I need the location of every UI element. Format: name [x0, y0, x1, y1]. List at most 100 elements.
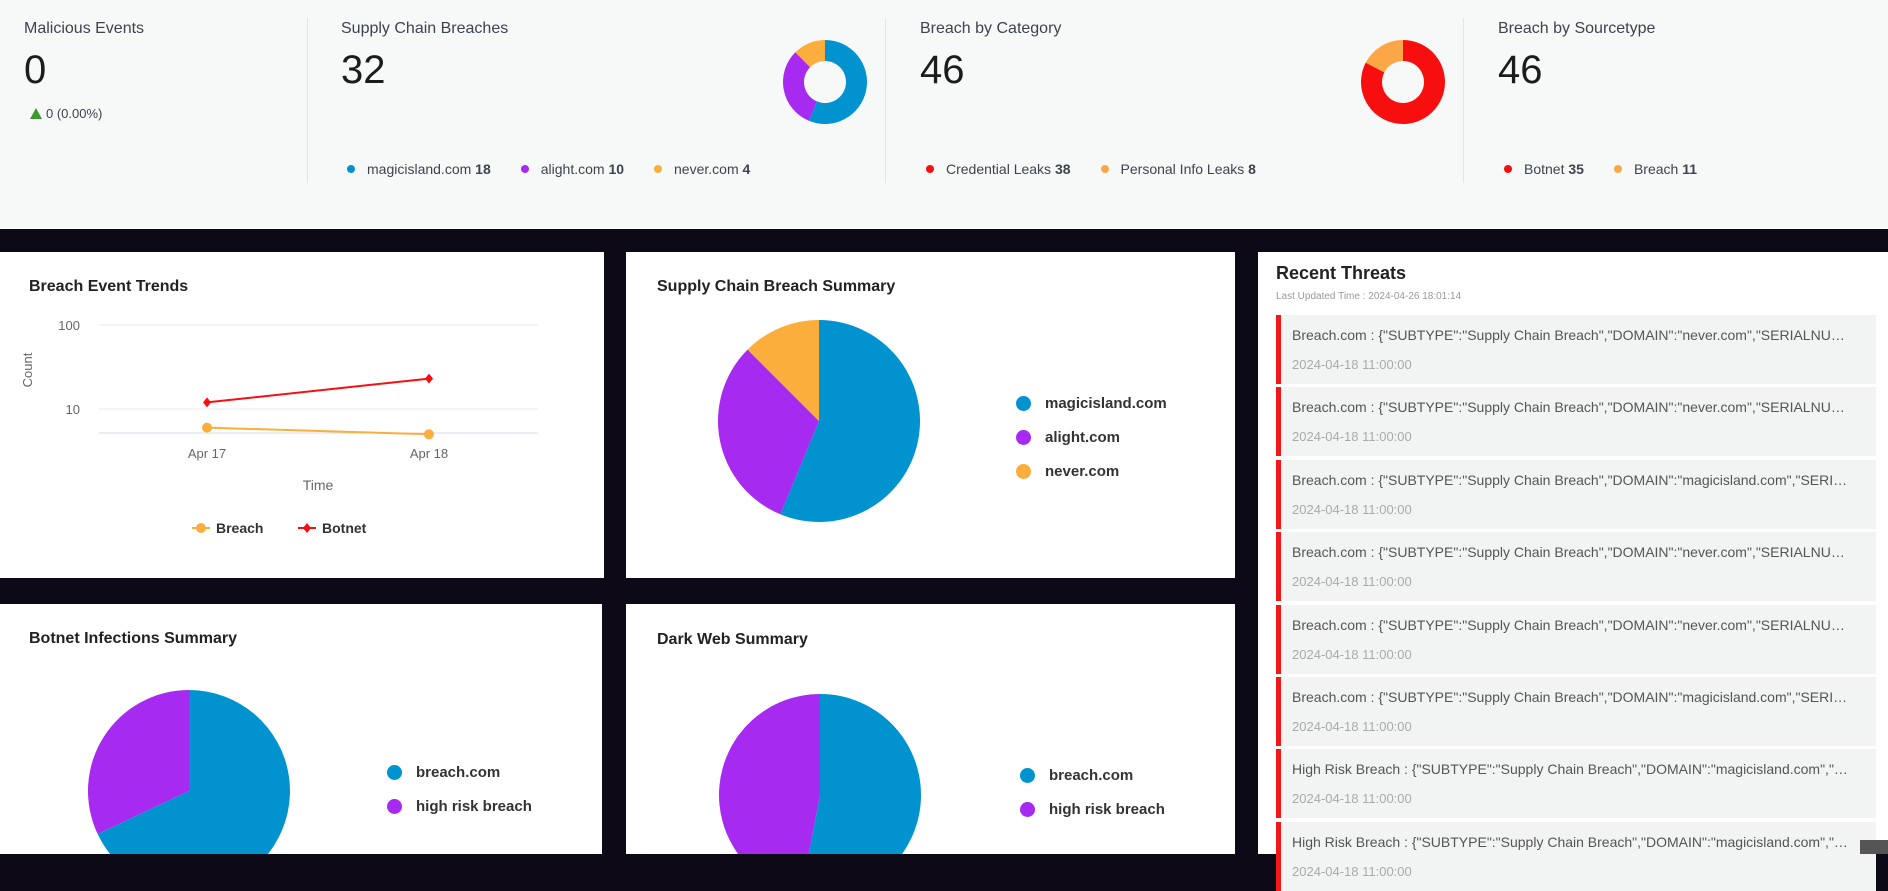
- donut-slice[interactable]: [1365, 40, 1403, 73]
- charts-layer: 10 100 Apr 17 Apr 18 Time Count Breach Botnet: [20, 318, 921, 854]
- kpi-legend: Botnet 35 Breach 11: [1504, 161, 1727, 177]
- legend-item[interactable]: never.com: [1016, 454, 1167, 488]
- pie-slice[interactable]: [717, 349, 819, 515]
- x-axis-label: Time: [303, 477, 334, 493]
- legend-item[interactable]: magicisland.com 18: [347, 161, 491, 177]
- kpi-title: Breach by Sourcetype: [1498, 20, 1656, 37]
- legend-value: 38: [1054, 161, 1071, 177]
- threat-item[interactable]: High Risk Breach : {"SUBTYPE":"Supply Ch…: [1276, 749, 1876, 819]
- y-axis-label: Count: [20, 352, 35, 387]
- legend-label: magicisland.com: [1045, 394, 1167, 412]
- series-line-breach: [206, 426, 430, 436]
- triangle-up-icon: [30, 108, 42, 119]
- legend-value: 18: [475, 161, 491, 177]
- data-point[interactable]: [202, 422, 212, 433]
- kpi-legend: magicisland.com 18 alight.com 10 never.com…: [347, 161, 780, 177]
- threat-time: 2024-04-18 11:00:00: [1292, 574, 1412, 590]
- legend-item[interactable]: high risk breach: [387, 789, 532, 823]
- threat-message: Breach.com : {"SUBTYPE":"Supply Chain Br…: [1292, 327, 1852, 343]
- legend-label: alight.com: [540, 161, 605, 177]
- legend-dot: [1016, 463, 1031, 479]
- threat-item[interactable]: High Risk Breach : {"SUBTYPE":"Supply Ch…: [1276, 821, 1876, 891]
- pie-slice[interactable]: [97, 690, 290, 854]
- donut-slice[interactable]: [795, 40, 825, 68]
- panel-breach-event-trends: [0, 252, 604, 578]
- legend-label: Botnet: [1524, 161, 1565, 177]
- y-tick-label: 10: [66, 402, 80, 417]
- threat-item[interactable]: Breach.com : {"SUBTYPE":"Supply Chain Br…: [1276, 459, 1876, 529]
- legend-dot: [520, 165, 529, 173]
- chart-title: Botnet Infections Summary: [29, 630, 238, 647]
- pie-slice[interactable]: [87, 690, 189, 835]
- legend-item[interactable]: never.com 4: [654, 161, 750, 177]
- series-line-botnet: [206, 377, 430, 404]
- data-point[interactable]: [424, 429, 434, 440]
- legend-item[interactable]: breach.com: [1020, 758, 1165, 792]
- threat-time: 2024-04-18 11:00:00: [1292, 357, 1412, 372]
- legend-label: Credential Leaks: [946, 161, 1052, 177]
- legend-item[interactable]: breach.com: [387, 755, 532, 789]
- x-tick-label: Apr 18: [410, 446, 448, 461]
- legend-item[interactable]: Personal Info Leaks 8: [1100, 161, 1256, 177]
- pie-slice[interactable]: [747, 320, 819, 421]
- legend-label: magicisland.com: [367, 161, 472, 177]
- donut-slice[interactable]: [783, 52, 817, 121]
- donut-slice[interactable]: [1361, 40, 1446, 124]
- kpi-value: 0: [24, 48, 47, 92]
- data-point[interactable]: [425, 373, 433, 384]
- pie-slice[interactable]: [719, 694, 820, 854]
- kpi-breach-by-category[interactable]: Breach by Category 46 Credential Leaks 3…: [920, 0, 1350, 229]
- kpi-value: 46: [920, 48, 965, 92]
- threat-item[interactable]: Breach.com : {"SUBTYPE":"Supply Chain Br…: [1276, 677, 1876, 746]
- legend-item[interactable]: Botnet 35: [1504, 161, 1584, 177]
- legend-label: never.com: [1045, 462, 1120, 480]
- legend-label: high risk breach: [1049, 800, 1165, 818]
- pie-legend: breach.com high risk breach: [387, 755, 532, 823]
- legend-label: breach.com: [416, 763, 501, 781]
- threat-time: 2024-04-18 11:00:00: [1292, 646, 1412, 662]
- legend-dot: [1100, 165, 1109, 173]
- threat-time: 2024-04-18 11:00:00: [1292, 501, 1412, 517]
- last-updated: Last Updated Time : 2024-04-26 18:01:14: [1276, 291, 1462, 302]
- legend-item[interactable]: Breach 11: [1613, 161, 1697, 177]
- legend-dot: [1016, 395, 1031, 411]
- threat-message: High Risk Breach : {"SUBTYPE":"Supply Ch…: [1292, 833, 1852, 850]
- threat-time: 2024-04-18 11:00:00: [1292, 719, 1412, 734]
- legend-label: Botnet: [322, 520, 367, 536]
- legend-dot: [387, 798, 402, 814]
- threat-item[interactable]: Breach.com : {"SUBTYPE":"Supply Chain Br…: [1276, 315, 1876, 384]
- legend-value: 8: [1248, 161, 1256, 177]
- legend-item[interactable]: alight.com 10: [520, 161, 625, 177]
- legend-label: alight.com: [1045, 428, 1121, 446]
- threat-message: Breach.com : {"SUBTYPE":"Supply Chain Br…: [1292, 471, 1852, 488]
- donut-slice[interactable]: [808, 40, 868, 124]
- legend-value: 10: [608, 161, 625, 177]
- kpi-legend: Credential Leaks 38 Personal Info Leaks 8: [926, 161, 1286, 177]
- x-tick-label: Apr 17: [188, 446, 226, 461]
- legend-item[interactable]: Credential Leaks 38: [926, 161, 1071, 177]
- kpi-supply-chain-breaches[interactable]: Supply Chain Breaches 32 magicisland.com…: [341, 0, 771, 229]
- pie-legend: breach.com high risk breach: [1020, 758, 1165, 826]
- data-point[interactable]: [203, 397, 211, 408]
- threat-item[interactable]: Breach.com : {"SUBTYPE":"Supply Chain Br…: [1276, 604, 1876, 674]
- pie-slice[interactable]: [780, 320, 920, 522]
- legend-item[interactable]: high risk breach: [1020, 792, 1165, 826]
- legend-dot: [1504, 165, 1512, 173]
- scroll-button[interactable]: [1860, 840, 1888, 854]
- pie-slice[interactable]: [801, 694, 921, 854]
- legend-dot: [387, 764, 402, 780]
- threat-item[interactable]: Breach.com : {"SUBTYPE":"Supply Chain Br…: [1276, 387, 1876, 457]
- threat-message: Breach.com : {"SUBTYPE":"Supply Chain Br…: [1292, 616, 1852, 633]
- legend-dot: [1613, 165, 1622, 173]
- kpi-breach-by-sourcetype[interactable]: Breach by Sourcetype 46 Botnet 35 Breach …: [1498, 0, 1878, 229]
- legend-marker: [196, 523, 206, 533]
- kpi-malicious-events[interactable]: Malicious Events 0 0 (0.00%): [24, 0, 294, 229]
- threat-item[interactable]: Breach.com : {"SUBTYPE":"Supply Chain Br…: [1276, 532, 1876, 602]
- pie-legend: magicisland.com alight.com never.com: [1016, 386, 1167, 488]
- legend-item[interactable]: magicisland.com: [1016, 386, 1167, 420]
- threat-time: 2024-04-18 11:00:00: [1292, 791, 1412, 807]
- legend-item[interactable]: alight.com: [1016, 420, 1167, 454]
- legend-label: high risk breach: [416, 797, 532, 815]
- kpi-title: Supply Chain Breaches: [341, 20, 509, 37]
- divider: [1463, 18, 1464, 183]
